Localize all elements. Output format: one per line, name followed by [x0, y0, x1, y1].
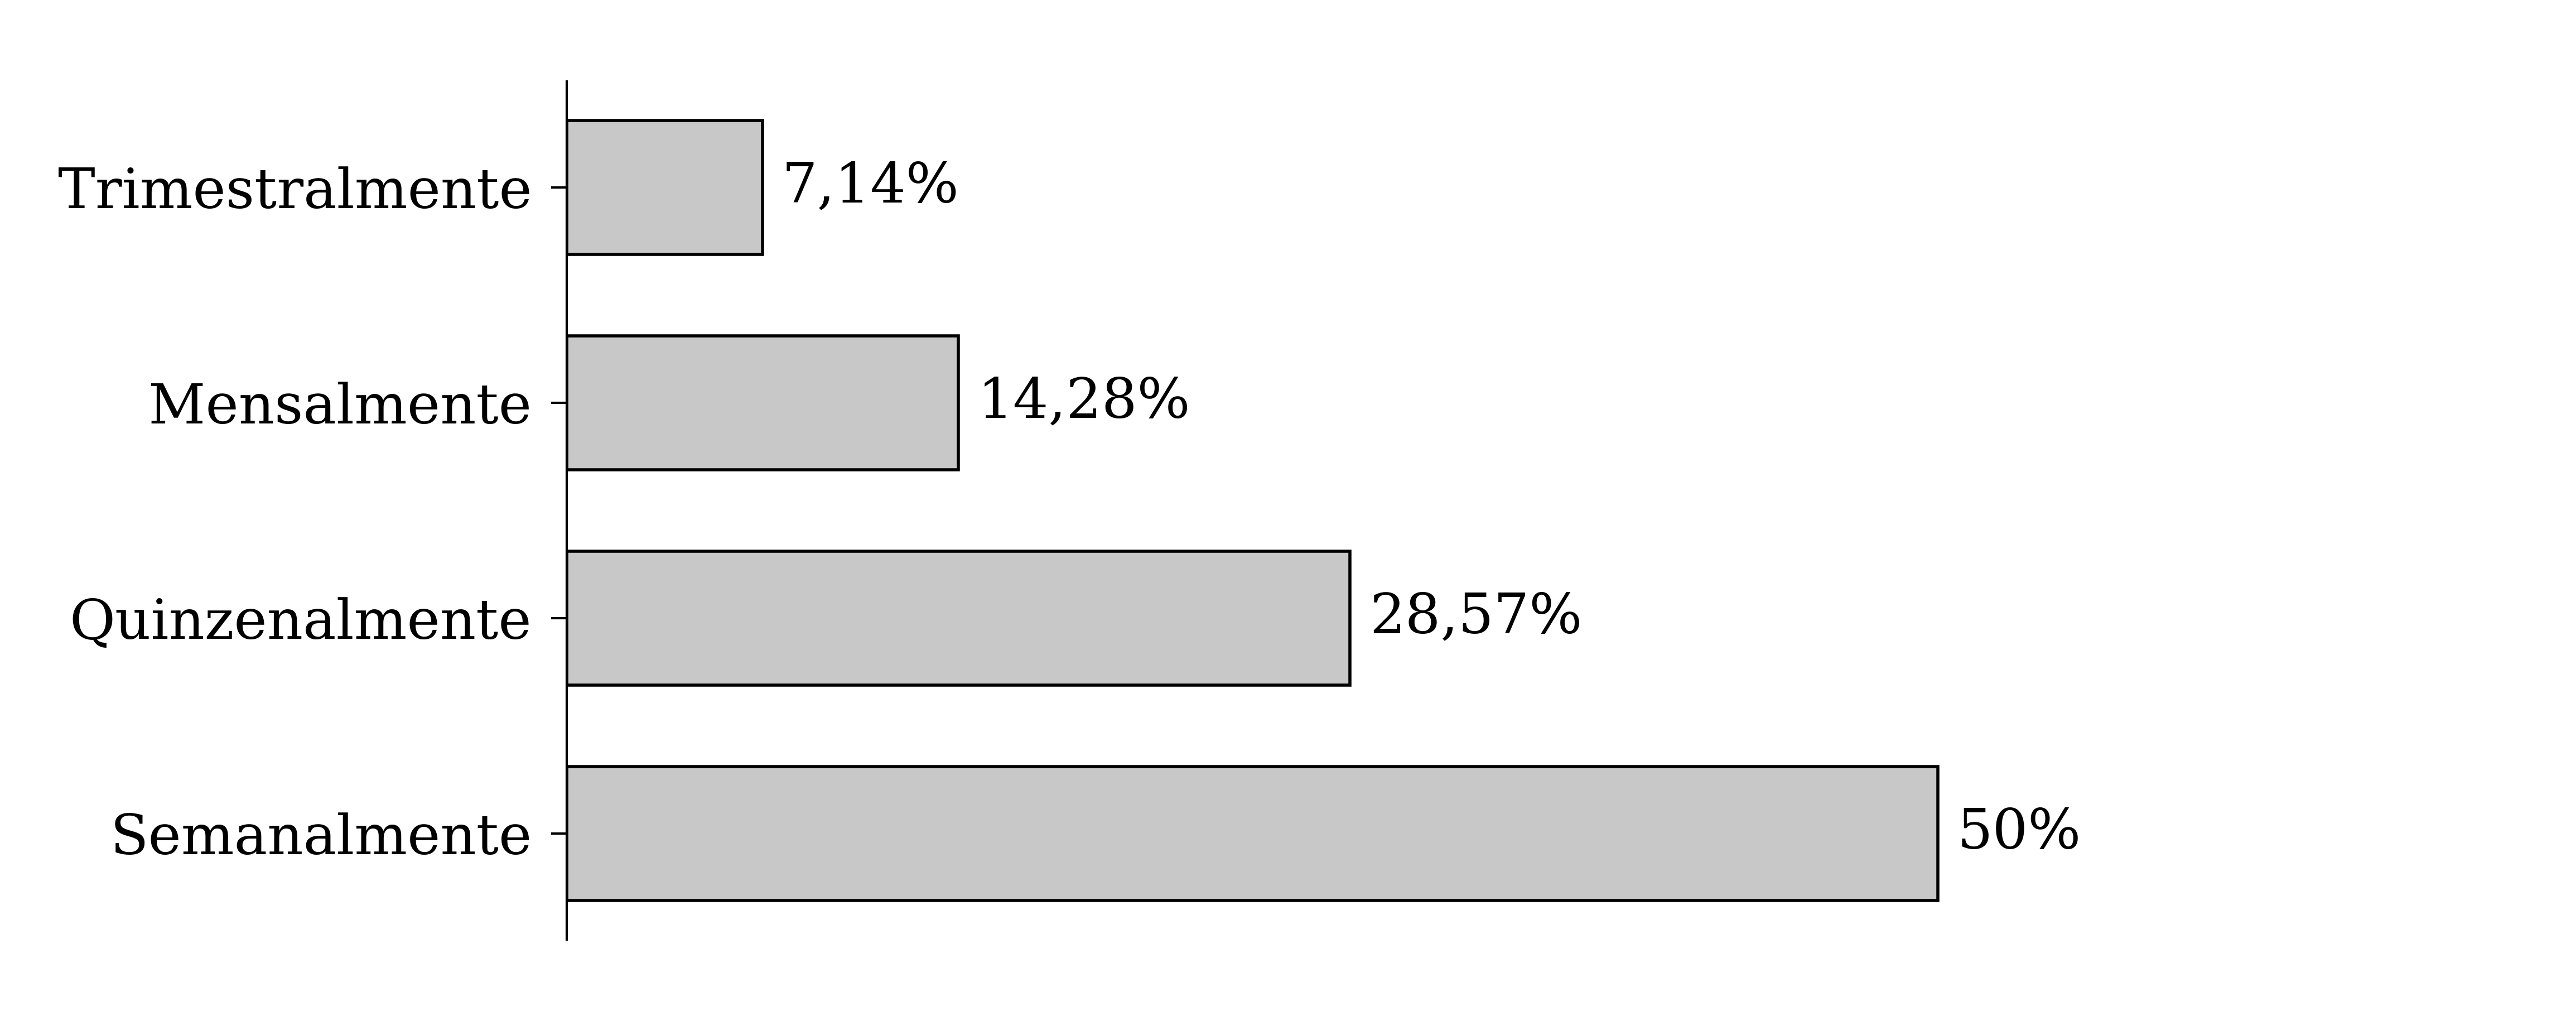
Text: 50%: 50%	[1958, 807, 2081, 861]
Bar	[567, 120, 762, 254]
Text: 7,14%: 7,14%	[781, 160, 958, 214]
Text: 14,28%: 14,28%	[976, 376, 1190, 430]
Bar	[567, 551, 1350, 685]
Text: 28,57%: 28,57%	[1370, 591, 1582, 645]
Bar	[567, 336, 958, 470]
Bar	[567, 767, 1937, 901]
